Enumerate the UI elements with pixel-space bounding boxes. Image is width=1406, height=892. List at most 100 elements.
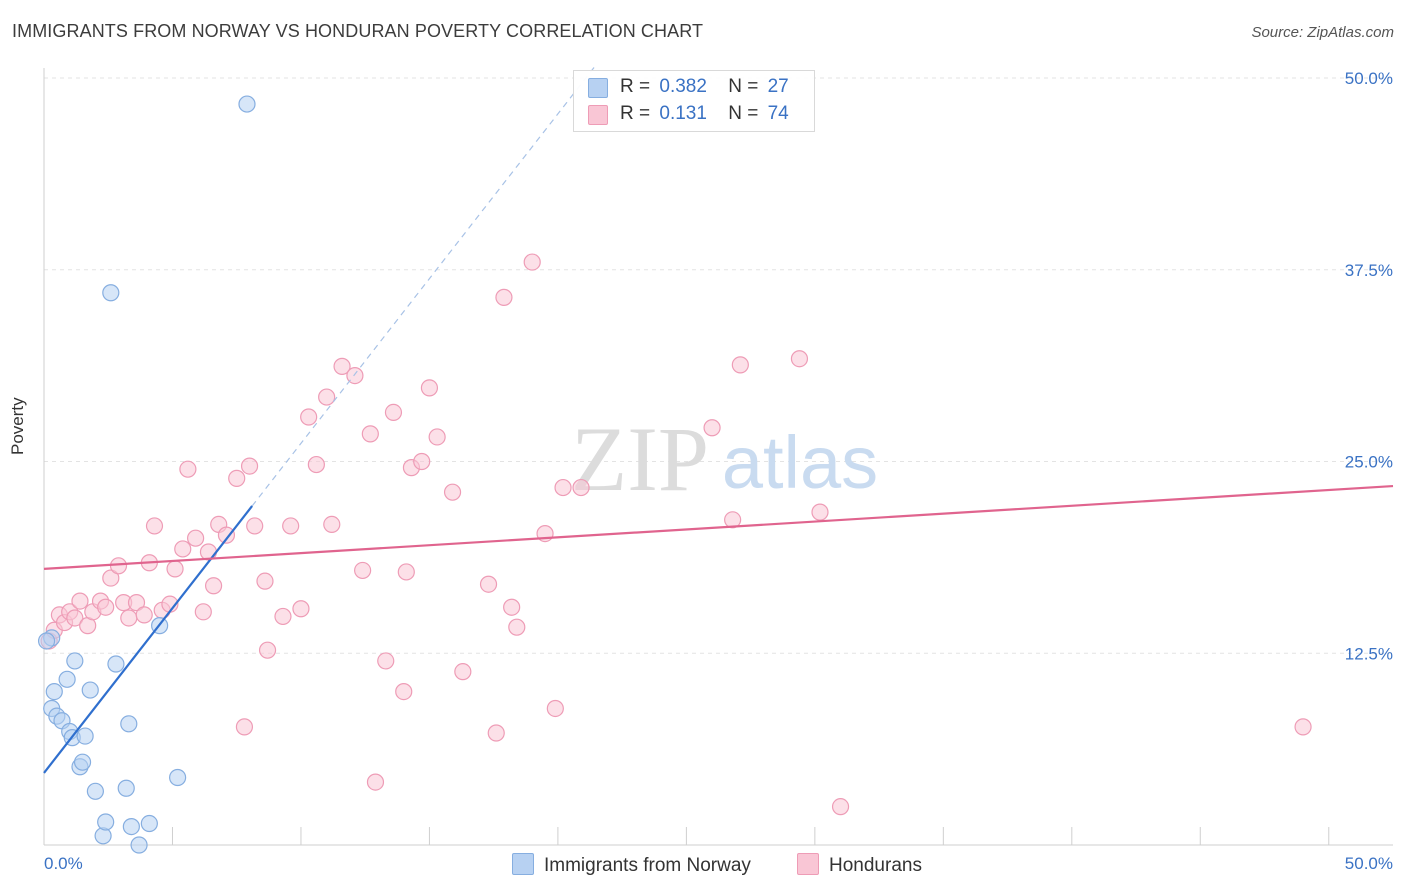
hondurans-point <box>235 718 254 736</box>
legend-item-norway: Immigrants from Norway <box>512 853 751 877</box>
r-value: 0.382 <box>659 76 707 97</box>
hondurans-point <box>102 569 120 587</box>
hondurans-point <box>377 652 395 670</box>
hondurans-point <box>479 575 498 593</box>
hondurans-point <box>307 455 325 474</box>
legend-item-hondurans: Hondurans <box>797 853 922 877</box>
r-value: 0.131 <box>659 103 707 124</box>
hondurans-point <box>790 350 809 368</box>
hondurans-point <box>179 460 197 478</box>
hondurans-point <box>366 773 385 791</box>
y-tick-label: 12.5% <box>1345 644 1393 663</box>
hondurans-point <box>258 641 277 659</box>
hondurans-point <box>811 503 829 521</box>
watermark-atlas: atlas <box>722 421 878 504</box>
hondurans-point <box>397 563 415 581</box>
norway-point <box>238 95 256 113</box>
hondurans-point <box>508 618 526 636</box>
trend-lines <box>43 64 1394 774</box>
hondurans-point <box>66 609 84 627</box>
legend-row-text: R = 0.131 N = 74 <box>620 103 789 125</box>
y-tick-label: 37.5% <box>1345 261 1393 280</box>
hondurans-point <box>282 517 300 535</box>
hondurans-point <box>174 540 192 558</box>
hondurans-point <box>109 557 128 575</box>
hondurans-point <box>546 699 564 718</box>
legend-stats: R = 0.382 N = 27 R = 0.131 N = 74 <box>573 70 815 132</box>
norway-trend-extension <box>251 64 597 507</box>
legend-label: Immigrants from Norway <box>544 855 751 876</box>
hondurans-point <box>495 288 513 306</box>
hondurans-point <box>354 561 372 580</box>
legend-label: Hondurans <box>829 855 922 876</box>
hondurans-point <box>503 598 521 616</box>
n-label: N = <box>728 76 759 97</box>
hondurans-points <box>40 253 1312 816</box>
legend-row-text: R = 0.382 N = 27 <box>620 76 789 98</box>
hondurans-point <box>127 594 146 612</box>
norway-point <box>169 768 187 787</box>
norway-point <box>81 681 99 699</box>
norway-point <box>140 814 158 833</box>
norway-point <box>97 813 115 831</box>
legend-swatch-hondurans <box>797 853 819 875</box>
y-tick-label: 25.0% <box>1345 453 1393 472</box>
hondurans-point <box>120 609 138 627</box>
hondurans-point <box>204 577 223 595</box>
hondurans-point <box>731 356 749 374</box>
x-tick-label: 50.0% <box>1345 854 1393 873</box>
hondurans-point <box>443 483 462 501</box>
hondurans-point <box>145 517 164 535</box>
hondurans-point <box>395 682 413 701</box>
hondurans-point <box>413 452 431 471</box>
norway-point <box>120 715 138 733</box>
norway-point <box>130 836 148 854</box>
y-tick-label: 50.0% <box>1345 69 1393 88</box>
hondurans-point <box>97 598 115 616</box>
norway-point <box>76 727 94 745</box>
watermark: ZIP atlas <box>571 408 878 510</box>
hondurans-point <box>194 603 212 621</box>
hondurans-point <box>333 357 351 375</box>
norway-point <box>58 670 76 688</box>
norway-points <box>37 95 256 854</box>
legend-swatch-norway <box>588 78 608 98</box>
norway-point <box>107 655 125 673</box>
norway-point <box>45 682 63 701</box>
legend-swatch-hondurans <box>588 105 608 125</box>
norway-point <box>73 753 92 771</box>
hondurans-point <box>300 408 318 426</box>
grid <box>44 77 1393 654</box>
norway-point <box>37 632 56 650</box>
hondurans-point <box>428 428 446 446</box>
hondurans-point <box>71 592 89 610</box>
hondurans-point <box>274 607 292 626</box>
n-value: 74 <box>767 103 789 124</box>
norway-point <box>102 284 120 302</box>
norway-point <box>66 652 84 670</box>
hondurans-point <box>1294 718 1312 736</box>
r-label: R = <box>620 103 651 124</box>
r-label: R = <box>620 76 651 97</box>
hondurans-trend-line <box>43 484 1394 570</box>
norway-point <box>117 779 135 797</box>
norway-point <box>122 817 140 836</box>
x-tick-label: 0.0% <box>44 854 83 873</box>
tick-labels: 12.5% 25.0% 37.5% 50.0% 0.0% 50.0% <box>44 69 1393 873</box>
hondurans-point <box>217 526 236 544</box>
hondurans-point <box>346 366 364 385</box>
n-value: 27 <box>767 76 789 97</box>
hondurans-point <box>361 425 379 443</box>
hondurans-point <box>384 403 403 422</box>
y-axis-label: Poverty <box>8 397 27 455</box>
source-label: Source: ZipAtlas.com <box>1251 24 1394 41</box>
hondurans-point <box>703 419 721 437</box>
hondurans-point <box>831 798 850 816</box>
watermark-zip: ZIP <box>571 408 709 510</box>
hondurans-point <box>246 517 264 535</box>
hondurans-point <box>240 457 259 475</box>
hondurans-point <box>135 606 153 624</box>
hondurans-point <box>523 253 541 271</box>
hondurans-point <box>572 478 590 497</box>
